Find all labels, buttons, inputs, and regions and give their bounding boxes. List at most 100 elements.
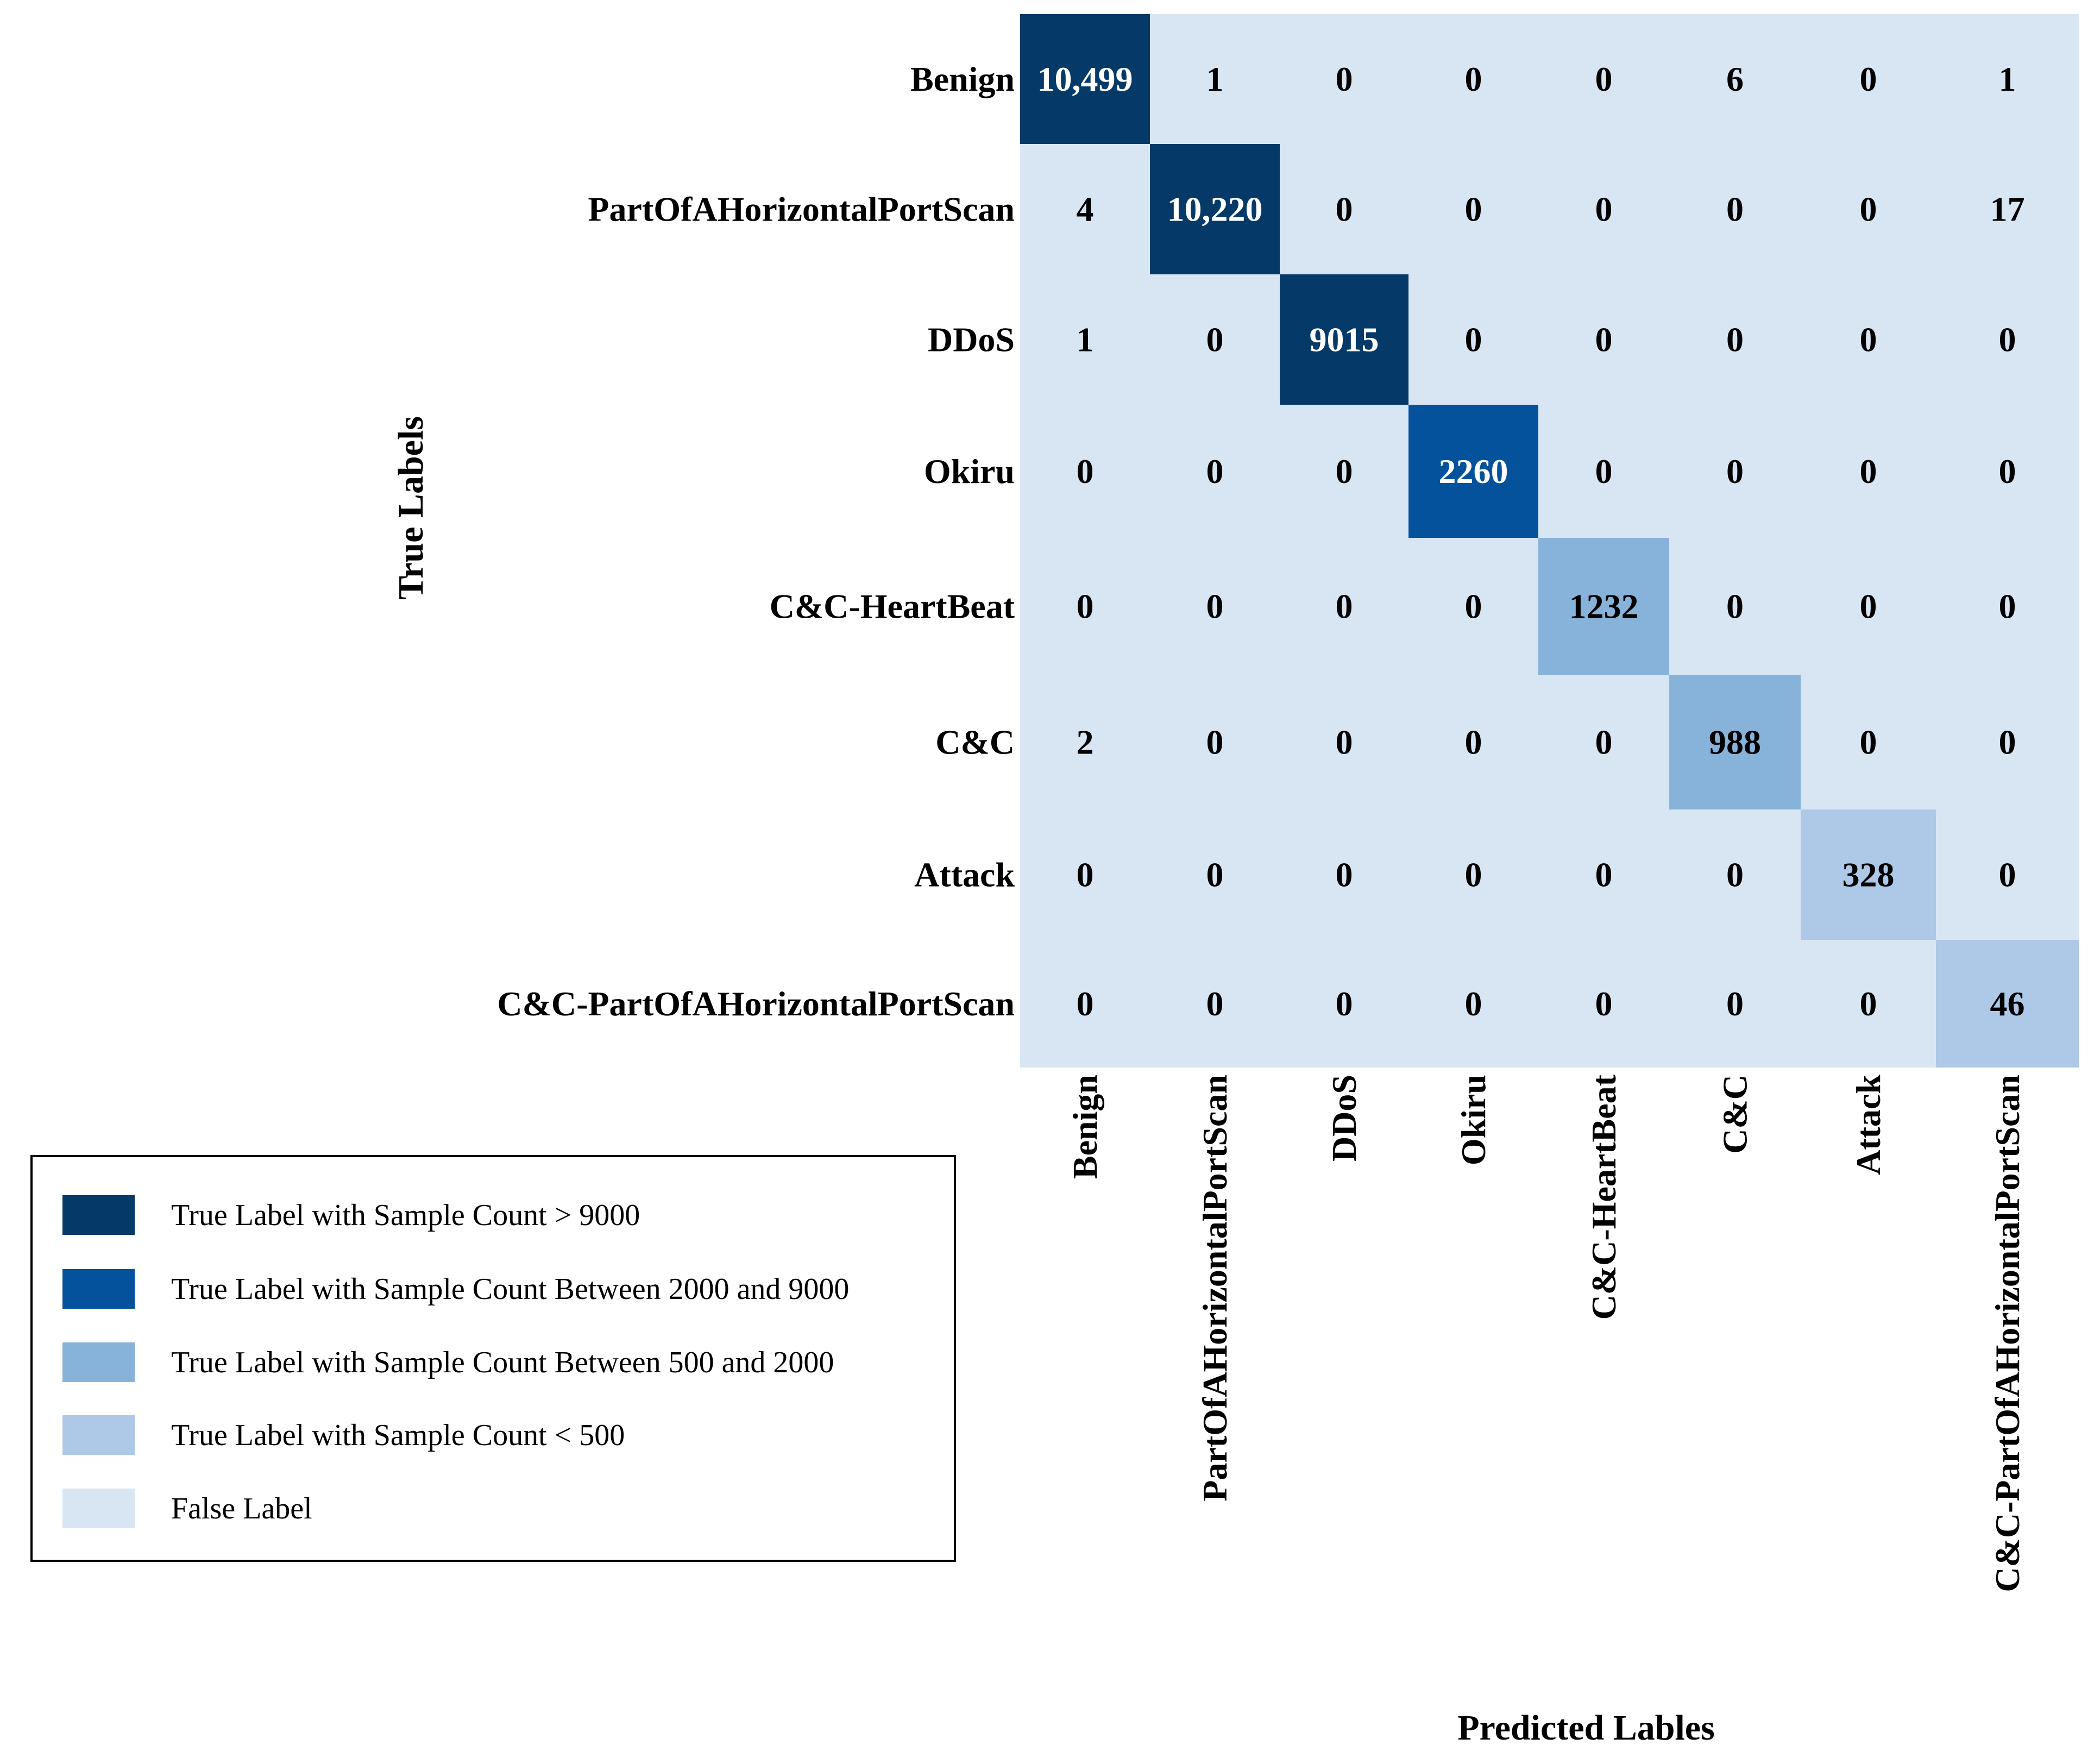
legend-box <box>30 1155 956 1562</box>
legend-swatch-0 <box>62 1195 135 1235</box>
cell-value-r1-c1: 10,220 <box>1167 190 1263 229</box>
cell-value-r4-c0: 0 <box>1077 587 1094 626</box>
cell-value-r7-c2: 0 <box>1336 984 1353 1023</box>
x-tick-candc: C&C <box>1716 1075 1755 1154</box>
cell-value-r3-c3: 2260 <box>1439 452 1508 491</box>
cell-value-r4-c4: 1232 <box>1569 587 1639 626</box>
cell-value-r4-c7: 0 <box>1999 587 2016 626</box>
cell-value-r6-c1: 0 <box>1206 856 1224 894</box>
cell-value-r7-c1: 0 <box>1206 984 1224 1023</box>
legend-label-0: True Label with Sample Count > 9000 <box>171 1198 640 1232</box>
cell-value-r6-c4: 0 <box>1595 856 1613 894</box>
heatmap-cell-r4-c2 <box>1280 538 1408 675</box>
heatmap-cell-r4-c5 <box>1669 538 1801 675</box>
cell-value-r7-c0: 0 <box>1077 984 1094 1023</box>
cell-value-r5-c5: 988 <box>1709 723 1761 762</box>
heatmap-cell-r4-c7 <box>1936 538 2079 675</box>
heatmap-cell-r6-c6 <box>1801 809 1936 940</box>
heatmap-cell-r5-c4 <box>1538 675 1669 809</box>
y-tick-partofahorizontalportscan: PartOfAHorizontalPortScan <box>588 190 1015 229</box>
cell-value-r2-c4: 0 <box>1595 321 1613 359</box>
cell-value-r0-c0: 10,499 <box>1037 60 1133 98</box>
heatmap-cell-r1-c1 <box>1150 144 1280 274</box>
cell-value-r3-c4: 0 <box>1595 452 1613 491</box>
heatmap-cell-r3-c1 <box>1150 405 1280 538</box>
x-tick-partofahorizontalportscan: PartOfAHorizontalPortScan <box>1196 1075 1234 1502</box>
heatmap-cell-r1-c5 <box>1669 144 1801 274</box>
heatmap-cell-r4-c1 <box>1150 538 1280 675</box>
cell-value-r6-c7: 0 <box>1999 856 2016 894</box>
legend: True Label with Sample Count > 9000 True … <box>30 1155 956 1562</box>
cell-value-r0-c5: 6 <box>1726 60 1744 98</box>
heatmap-cell-r6-c5 <box>1669 809 1801 940</box>
cell-value-r1-c4: 0 <box>1595 190 1613 229</box>
x-tick-candc-partofahorizontalportscan: C&C-PartOfAHorizontalPortScan <box>1988 1075 2027 1592</box>
cell-value-r0-c7: 1 <box>1999 60 2016 98</box>
legend-label-2: True Label with Sample Count Between 500… <box>171 1346 834 1379</box>
heatmap-cell-r0-c0 <box>1020 14 1150 144</box>
cell-value-r3-c7: 0 <box>1999 452 2016 491</box>
heatmap-cell-r6-c2 <box>1280 809 1408 940</box>
legend-swatch-3 <box>62 1415 135 1455</box>
heatmap-cell-r7-c3 <box>1408 940 1538 1068</box>
heatmap-cell-r7-c0 <box>1020 940 1150 1068</box>
cell-value-r1-c0: 4 <box>1077 190 1094 229</box>
y-tick-candc-heartbeat: C&C-HeartBeat <box>770 587 1015 626</box>
y-tick-attack: Attack <box>914 856 1015 894</box>
x-tick-okiru: Okiru <box>1454 1075 1493 1165</box>
heatmap-cell-r0-c1 <box>1150 14 1280 144</box>
cell-value-r7-c6: 0 <box>1860 984 1877 1023</box>
cell-value-r7-c4: 0 <box>1595 984 1613 1023</box>
cell-value-r2-c3: 0 <box>1465 321 1482 359</box>
cell-value-r7-c3: 0 <box>1465 984 1482 1023</box>
cell-value-r2-c7: 0 <box>1999 321 2016 359</box>
cell-value-r3-c0: 0 <box>1077 452 1094 491</box>
heatmap-cell-r1-c2 <box>1280 144 1408 274</box>
cell-value-r7-c5: 0 <box>1726 984 1744 1023</box>
heatmap-cell-r3-c5 <box>1669 405 1801 538</box>
y-tick-candc-partofahorizontalportscan: C&C-PartOfAHorizontalPortScan <box>497 984 1015 1023</box>
legend-swatch-4 <box>62 1489 135 1528</box>
heatmap-cell-r1-c0 <box>1020 144 1150 274</box>
x-tick-attack: Attack <box>1849 1075 1888 1175</box>
heatmap-cell-r2-c4 <box>1538 274 1669 405</box>
cell-value-r0-c4: 0 <box>1595 60 1613 98</box>
cell-value-r4-c6: 0 <box>1860 587 1877 626</box>
cell-value-r5-c1: 0 <box>1206 723 1224 762</box>
cell-value-r5-c7: 0 <box>1999 723 2016 762</box>
heatmap-cell-r7-c6 <box>1801 940 1936 1068</box>
legend-label-3: True Label with Sample Count < 500 <box>171 1418 625 1452</box>
heatmap-cell-r0-c7 <box>1936 14 2079 144</box>
legend-swatch-1 <box>62 1269 135 1309</box>
heatmap-cell-r5-c6 <box>1801 675 1936 809</box>
x-tick-candc-heartbeat: C&C-HeartBeat <box>1584 1074 1623 1320</box>
heatmap-cell-r7-c1 <box>1150 940 1280 1068</box>
heatmap-cell-r2-c3 <box>1408 274 1538 405</box>
heatmap-cell-r2-c1 <box>1150 274 1280 405</box>
cell-value-r6-c0: 0 <box>1077 856 1094 894</box>
heatmap-cell-r3-c4 <box>1538 405 1669 538</box>
heatmap-cell-r0-c4 <box>1538 14 1669 144</box>
heatmap-cell-r2-c2 <box>1280 274 1408 405</box>
heatmap-cells: 10,499 1 0 0 0 6 0 1 4 10,220 0 0 0 0 0 17 1 0 9015 0 0 0 0 0 0 0… <box>1020 14 2079 1068</box>
cell-value-r0-c6: 0 <box>1860 60 1877 98</box>
cell-value-r3-c2: 0 <box>1336 452 1353 491</box>
heatmap-cell-r6-c4 <box>1538 809 1669 940</box>
heatmap-cell-r0-c3 <box>1408 14 1538 144</box>
heatmap-cell-r3-c3 <box>1408 405 1538 538</box>
heatmap-cell-r5-c0 <box>1020 675 1150 809</box>
cell-value-r5-c0: 2 <box>1077 723 1094 762</box>
cell-value-r5-c4: 0 <box>1595 723 1613 762</box>
heatmap-cell-r1-c6 <box>1801 144 1936 274</box>
legend-label-4: False Label <box>171 1492 312 1526</box>
heatmap-cell-r5-c2 <box>1280 675 1408 809</box>
heatmap-cell-r6-c3 <box>1408 809 1538 940</box>
heatmap-cell-r0-c2 <box>1280 14 1408 144</box>
cell-value-r4-c1: 0 <box>1206 587 1224 626</box>
x-axis-title: Predicted Lables <box>1457 1708 1715 1748</box>
cell-value-r4-c5: 0 <box>1726 587 1744 626</box>
heatmap-cell-r3-c2 <box>1280 405 1408 538</box>
y-tick-benign: Benign <box>910 60 1015 98</box>
x-tick-labels: Benign PartOfAHorizontalPortScan DDoS Okiru… <box>1066 1074 2027 1592</box>
heatmap-cell-r4-c4 <box>1538 538 1669 675</box>
